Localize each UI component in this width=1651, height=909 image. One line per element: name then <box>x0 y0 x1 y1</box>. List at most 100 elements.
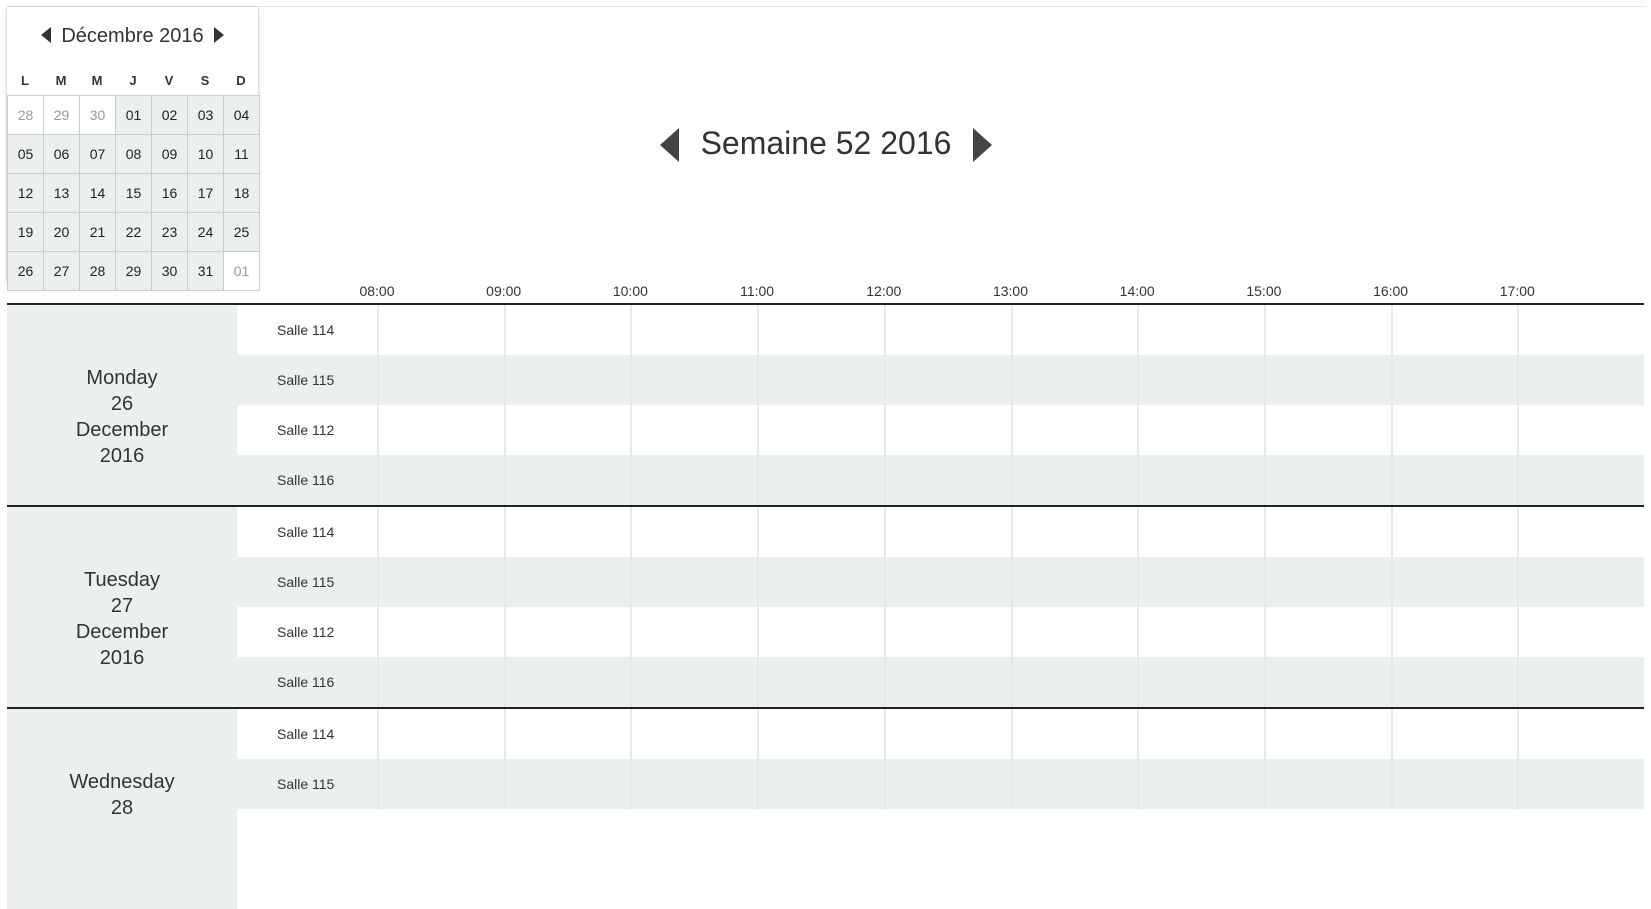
slot[interactable] <box>1137 507 1264 557</box>
slot[interactable] <box>503 657 631 707</box>
slot[interactable] <box>630 305 757 355</box>
slot[interactable] <box>883 759 1011 809</box>
slot[interactable] <box>1390 557 1518 607</box>
slot[interactable] <box>377 709 504 759</box>
day-cell[interactable]: 31 <box>187 251 224 291</box>
slot[interactable] <box>1263 709 1391 759</box>
day-cell[interactable]: 22 <box>115 212 152 252</box>
day-cell[interactable]: 09 <box>151 134 188 174</box>
slot[interactable] <box>1263 455 1391 505</box>
slot[interactable] <box>1517 557 1644 607</box>
slot[interactable] <box>503 305 631 355</box>
slot[interactable] <box>503 355 631 405</box>
day-cell[interactable]: 21 <box>79 212 116 252</box>
day-cell[interactable]: 07 <box>79 134 116 174</box>
slot[interactable] <box>503 455 631 505</box>
slot[interactable] <box>1010 355 1138 405</box>
day-cell[interactable]: 04 <box>223 95 260 135</box>
slot[interactable] <box>1010 305 1138 355</box>
slot[interactable] <box>377 557 504 607</box>
slot[interactable] <box>1263 607 1391 657</box>
day-cell[interactable]: 29 <box>43 95 80 135</box>
prev-month[interactable] <box>41 27 51 43</box>
slot[interactable] <box>1137 759 1264 809</box>
slot[interactable] <box>1010 607 1138 657</box>
slot[interactable] <box>757 507 884 557</box>
slot[interactable] <box>1390 305 1518 355</box>
slot[interactable] <box>1517 657 1644 707</box>
slot[interactable] <box>1517 507 1644 557</box>
slot[interactable] <box>1137 355 1264 405</box>
slot[interactable] <box>1517 607 1644 657</box>
slot[interactable] <box>377 455 504 505</box>
slot[interactable] <box>757 709 884 759</box>
slot[interactable] <box>883 657 1011 707</box>
day-cell[interactable]: 12 <box>7 173 44 213</box>
slot[interactable] <box>377 305 504 355</box>
slot[interactable] <box>503 759 631 809</box>
slot[interactable] <box>757 657 884 707</box>
slot[interactable] <box>1137 455 1264 505</box>
prev-week[interactable] <box>660 128 679 162</box>
slot[interactable] <box>883 455 1011 505</box>
slot[interactable] <box>1390 507 1518 557</box>
day-cell[interactable]: 03 <box>187 95 224 135</box>
slot[interactable] <box>1263 507 1391 557</box>
day-cell[interactable]: 26 <box>7 251 44 291</box>
slot[interactable] <box>883 507 1011 557</box>
slot[interactable] <box>630 507 757 557</box>
slot[interactable] <box>1010 759 1138 809</box>
slot[interactable] <box>503 709 631 759</box>
slot[interactable] <box>1517 709 1644 759</box>
slot[interactable] <box>1390 759 1518 809</box>
day-cell[interactable]: 28 <box>7 95 44 135</box>
day-cell[interactable]: 14 <box>79 173 116 213</box>
slot[interactable] <box>883 607 1011 657</box>
day-cell[interactable]: 08 <box>115 134 152 174</box>
slot[interactable] <box>503 405 631 455</box>
slot[interactable] <box>1137 607 1264 657</box>
slot[interactable] <box>377 405 504 455</box>
day-cell[interactable]: 15 <box>115 173 152 213</box>
slot[interactable] <box>757 305 884 355</box>
slot[interactable] <box>757 455 884 505</box>
slot[interactable] <box>1390 657 1518 707</box>
slot[interactable] <box>883 709 1011 759</box>
slot[interactable] <box>757 759 884 809</box>
day-cell[interactable]: 20 <box>43 212 80 252</box>
day-cell[interactable]: 16 <box>151 173 188 213</box>
slot[interactable] <box>377 657 504 707</box>
slot[interactable] <box>757 557 884 607</box>
slot[interactable] <box>1263 355 1391 405</box>
day-cell[interactable]: 23 <box>151 212 188 252</box>
day-cell[interactable]: 11 <box>223 134 260 174</box>
day-cell[interactable]: 27 <box>43 251 80 291</box>
slot[interactable] <box>1010 657 1138 707</box>
slot[interactable] <box>1263 557 1391 607</box>
slot[interactable] <box>757 607 884 657</box>
slot[interactable] <box>1010 405 1138 455</box>
slot[interactable] <box>630 557 757 607</box>
slot[interactable] <box>377 607 504 657</box>
next-month[interactable] <box>214 27 224 43</box>
slot[interactable] <box>1263 759 1391 809</box>
slot[interactable] <box>757 405 884 455</box>
slot[interactable] <box>1010 557 1138 607</box>
slot[interactable] <box>503 607 631 657</box>
day-cell[interactable]: 25 <box>223 212 260 252</box>
slot[interactable] <box>1010 507 1138 557</box>
slot[interactable] <box>1137 557 1264 607</box>
day-cell[interactable]: 02 <box>151 95 188 135</box>
day-cell[interactable]: 01 <box>223 251 260 291</box>
slot[interactable] <box>630 355 757 405</box>
slot[interactable] <box>630 607 757 657</box>
slot[interactable] <box>1137 657 1264 707</box>
slot[interactable] <box>1517 759 1644 809</box>
slot[interactable] <box>1137 305 1264 355</box>
slot[interactable] <box>1137 405 1264 455</box>
day-cell[interactable]: 30 <box>79 95 116 135</box>
slot[interactable] <box>503 507 631 557</box>
slot[interactable] <box>377 355 504 405</box>
slot[interactable] <box>630 759 757 809</box>
slot[interactable] <box>1390 709 1518 759</box>
